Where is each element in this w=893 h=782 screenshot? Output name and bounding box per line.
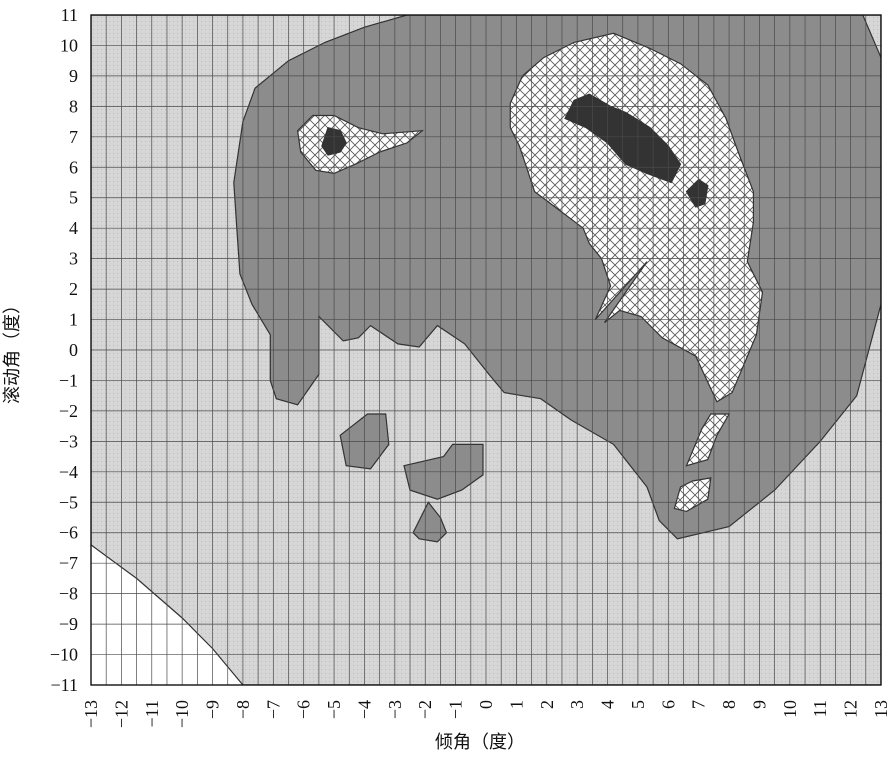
y-tick-label: 10 <box>60 35 78 55</box>
x-tick-label: −4 <box>354 700 374 719</box>
y-tick-label: −11 <box>51 675 78 695</box>
x-tick-label: 7 <box>689 700 709 709</box>
x-tick-labels: −13 −12 −11 −10 −9 −8 −7 −6 −5 −4 −3 −2 −1 0 1 2 3 4 5 6 7 8 9… <box>81 700 891 728</box>
y-tick-label: 11 <box>61 5 78 25</box>
y-axis-title: 滚动角（度） <box>2 296 22 404</box>
x-tick-label: 8 <box>719 700 739 709</box>
x-tick-label: 10 <box>780 700 800 718</box>
x-tick-label: −5 <box>324 700 344 719</box>
x-tick-label: −8 <box>233 700 253 719</box>
x-tick-label: 3 <box>567 700 587 709</box>
y-tick-label: 6 <box>69 157 78 177</box>
x-tick-label: −2 <box>415 700 435 719</box>
x-tick-label: −1 <box>446 700 466 719</box>
y-tick-label: −4 <box>59 462 78 482</box>
x-tick-label: −7 <box>263 700 283 719</box>
region-crosshatch <box>509 32 764 403</box>
x-tick-label: 12 <box>841 700 861 718</box>
x-tick-label: 13 <box>871 700 891 718</box>
y-tick-label: 7 <box>69 127 78 147</box>
y-tick-label: 3 <box>69 249 78 269</box>
region-dark <box>685 178 709 208</box>
x-tick-label: −10 <box>172 700 192 728</box>
x-tick-label: 9 <box>749 700 769 709</box>
x-tick-label: 2 <box>537 700 557 709</box>
x-tick-label: −13 <box>81 700 101 728</box>
x-tick-label: 5 <box>628 700 648 709</box>
y-tick-label: −3 <box>59 431 78 451</box>
y-tick-label: 1 <box>69 310 78 330</box>
x-tick-label: 4 <box>598 700 618 709</box>
y-tick-label: −7 <box>59 553 78 573</box>
y-tick-label: −1 <box>59 370 78 390</box>
y-tick-label: 8 <box>69 96 78 116</box>
y-tick-label: 0 <box>69 340 78 360</box>
x-tick-label: −3 <box>385 700 405 719</box>
plot-frame <box>90 14 882 686</box>
y-tick-label: 4 <box>69 218 78 238</box>
x-tick-label: 1 <box>506 700 526 709</box>
x-tick-label: 11 <box>810 700 830 717</box>
y-tick-label: −10 <box>50 645 78 665</box>
x-tick-label: −9 <box>203 700 223 719</box>
y-tick-label: −8 <box>59 584 78 604</box>
y-tick-label: −6 <box>59 523 78 543</box>
y-tick-label: 5 <box>69 188 78 208</box>
x-tick-label: −12 <box>111 700 131 728</box>
y-tick-label: 9 <box>69 66 78 86</box>
x-tick-label: 6 <box>658 700 678 709</box>
x-tick-label: 0 <box>476 700 496 709</box>
x-axis-title: 倾角（度） <box>435 732 525 752</box>
x-tick-label: −11 <box>142 700 162 727</box>
y-tick-label: −2 <box>59 401 78 421</box>
y-tick-label: −5 <box>59 492 78 512</box>
x-tick-label: −6 <box>294 700 314 719</box>
y-tick-label: −9 <box>59 614 78 634</box>
y-tick-label: 2 <box>69 279 78 299</box>
